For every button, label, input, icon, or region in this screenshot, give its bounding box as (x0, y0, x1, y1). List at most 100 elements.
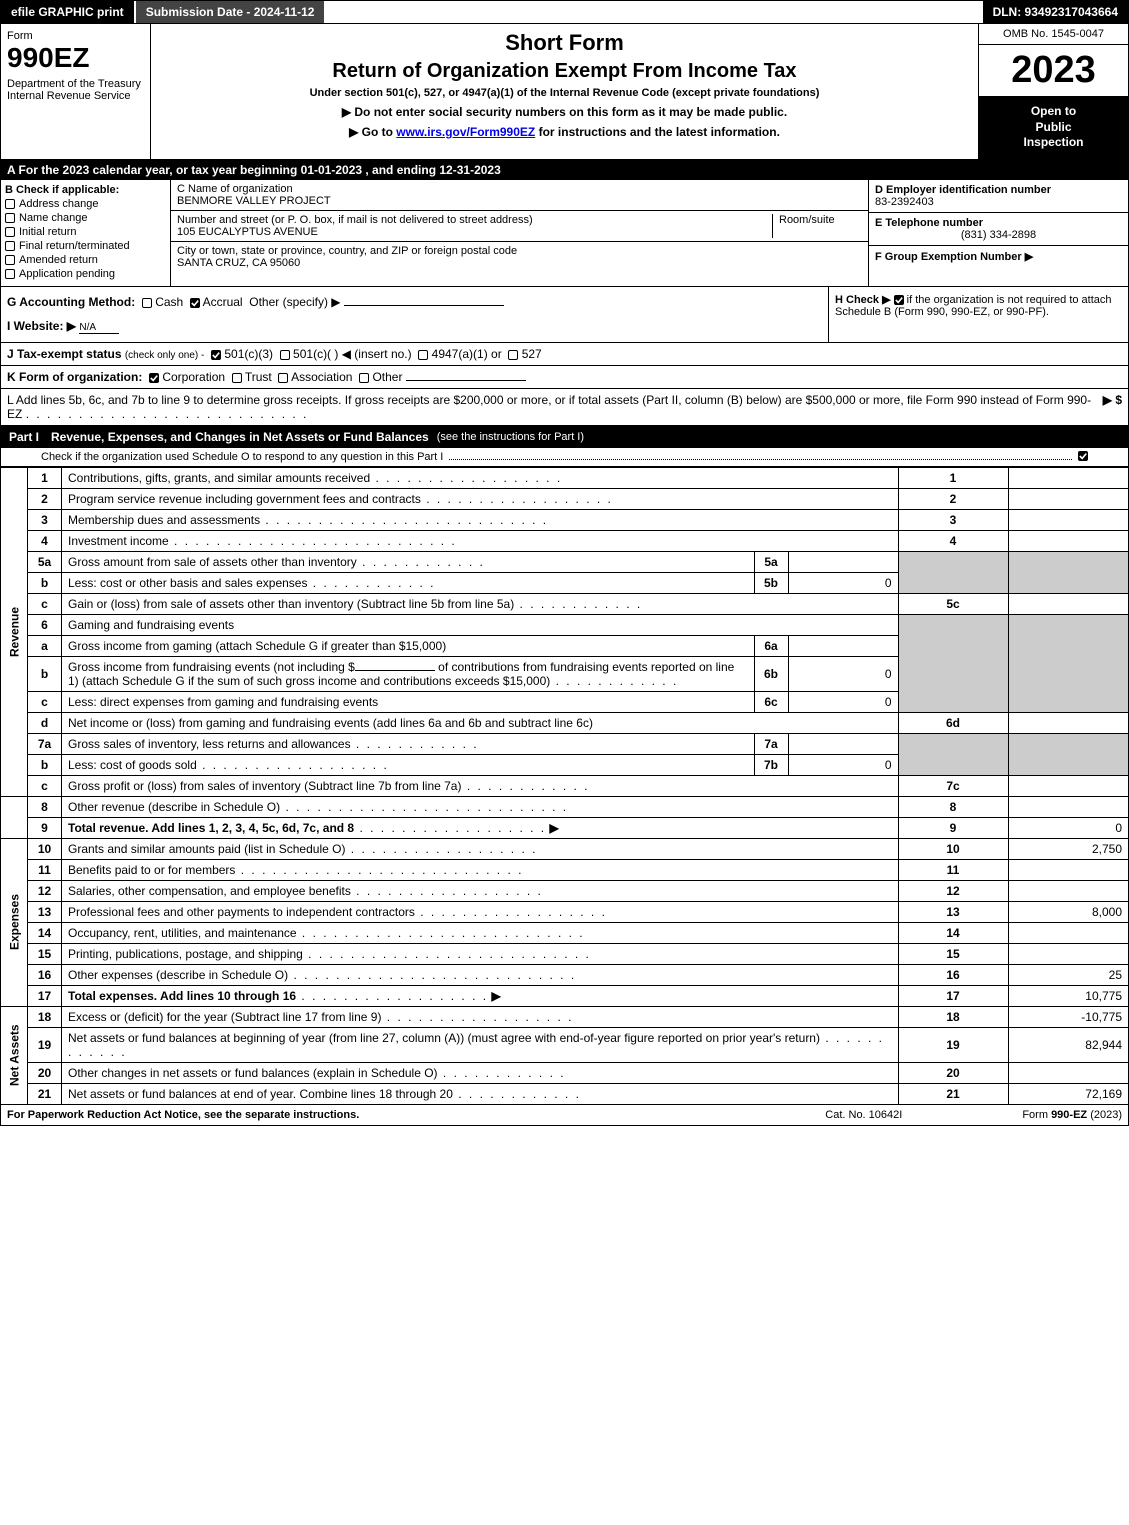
ln-16: 16 (28, 964, 62, 985)
omb-number: OMB No. 1545-0047 (979, 24, 1128, 45)
nn-7c: 7c (898, 775, 1008, 796)
goto-instruction: ▶ Go to www.irs.gov/Form990EZ for instru… (161, 125, 968, 139)
ln-6: 6 (28, 614, 62, 635)
d-11: Benefits paid to or for members (68, 863, 235, 877)
nn-2: 2 (898, 488, 1008, 509)
cb-cash[interactable] (142, 298, 152, 308)
k-o3: Association (291, 370, 352, 384)
telephone-value: (831) 334-2898 (875, 229, 1122, 241)
cb-application-pending[interactable] (5, 269, 15, 279)
d-6a: Gross income from gaming (attach Schedul… (68, 639, 446, 653)
sn-6a: 6a (754, 635, 788, 656)
goto-suffix: for instructions and the latest informat… (535, 125, 780, 139)
cb-4947[interactable] (418, 350, 428, 360)
section-c: C Name of organization BENMORE VALLEY PR… (171, 180, 868, 286)
open-to-public-box: Open to Public Inspection (979, 96, 1128, 159)
cb-trust[interactable] (232, 373, 242, 383)
d-7c: Gross profit or (loss) from sales of inv… (68, 779, 461, 793)
nn-12: 12 (898, 880, 1008, 901)
nn-3: 3 (898, 509, 1008, 530)
nn-4: 4 (898, 530, 1008, 551)
header-center: Short Form Return of Organization Exempt… (151, 24, 978, 159)
cb-501c[interactable] (280, 350, 290, 360)
d-15: Printing, publications, postage, and shi… (68, 947, 303, 961)
nn-11: 11 (898, 859, 1008, 880)
nn-16: 16 (898, 964, 1008, 985)
j-o1: 501(c)(3) (224, 347, 273, 361)
nn-18: 18 (898, 1006, 1008, 1027)
cb-address-change[interactable] (5, 199, 15, 209)
footer-right-prefix: Form (1022, 1109, 1051, 1121)
nn-6d: 6d (898, 712, 1008, 733)
v-3 (1008, 509, 1128, 530)
cb-name-change[interactable] (5, 213, 15, 223)
ln-5b: b (28, 572, 62, 593)
v-8 (1008, 796, 1128, 817)
ln-4: 4 (28, 530, 62, 551)
ln-20: 20 (28, 1062, 62, 1083)
side-expenses: Expenses (1, 838, 28, 1006)
g-accrual: Accrual (203, 295, 243, 309)
cb-initial-return[interactable] (5, 227, 15, 237)
cb-amended-return[interactable] (5, 255, 15, 265)
ln-13: 13 (28, 901, 62, 922)
sv-6a (788, 635, 898, 656)
cb-501c3[interactable] (211, 350, 221, 360)
cb-schedule-o[interactable] (1078, 451, 1088, 461)
cb-final-return[interactable] (5, 241, 15, 251)
ln-7b: b (28, 754, 62, 775)
d-9: Total revenue. Add lines 1, 2, 3, 4, 5c,… (68, 821, 354, 835)
sn-6c: 6c (754, 691, 788, 712)
cb-accrual[interactable] (190, 298, 200, 308)
side-revenue: Revenue (1, 467, 28, 796)
efile-print-label[interactable]: efile GRAPHIC print (1, 1, 134, 23)
cb-527[interactable] (508, 350, 518, 360)
k-o1: Corporation (162, 370, 225, 384)
k-label: K Form of organization: (7, 370, 142, 384)
d-19: Net assets or fund balances at beginning… (68, 1031, 820, 1045)
d-18: Excess or (deficit) for the year (Subtra… (68, 1010, 381, 1024)
l-arrow: ▶ $ (1103, 393, 1122, 421)
b-item-2: Initial return (19, 226, 76, 238)
irs-link[interactable]: www.irs.gov/Form990EZ (396, 125, 535, 139)
j-o2: 501(c)( ) ◀ (insert no.) (293, 347, 412, 361)
form-number: 990EZ (7, 42, 144, 74)
part-1-sub: (see the instructions for Part I) (437, 431, 584, 443)
open-line-1: Open to (983, 104, 1124, 120)
d-21: Net assets or fund balances at end of ye… (68, 1087, 453, 1101)
ln-2: 2 (28, 488, 62, 509)
nn-9: 9 (898, 817, 1008, 838)
k-other-input[interactable] (406, 380, 526, 381)
nn-13: 13 (898, 901, 1008, 922)
cb-other-org[interactable] (359, 373, 369, 383)
cb-schedule-b[interactable] (894, 295, 904, 305)
v-17: 10,775 (1008, 985, 1128, 1006)
ln-10: 10 (28, 838, 62, 859)
cb-corporation[interactable] (149, 373, 159, 383)
ln-6a: a (28, 635, 62, 656)
b-title: B Check if applicable: (5, 184, 166, 196)
cb-association[interactable] (278, 373, 288, 383)
row-g-h: G Accounting Method: Cash Accrual Other … (1, 287, 1128, 343)
section-h: H Check ▶ if the organization is not req… (828, 287, 1128, 342)
ln-21: 21 (28, 1083, 62, 1104)
ln-8: 8 (28, 796, 62, 817)
part-1-label: Part I (9, 430, 39, 444)
form-header: Form 990EZ Department of the Treasury In… (1, 24, 1128, 160)
shade-6v (1008, 614, 1128, 712)
g-other-input[interactable] (344, 305, 504, 306)
part-1-note: Check if the organization used Schedule … (1, 448, 1128, 467)
i-label: I Website: ▶ (7, 319, 76, 333)
open-line-2: Public (983, 120, 1124, 136)
l6b-blank[interactable] (355, 670, 435, 671)
d-8: Other revenue (describe in Schedule O) (68, 800, 280, 814)
info-grid: B Check if applicable: Address change Na… (1, 180, 1128, 287)
sn-7b: 7b (754, 754, 788, 775)
nn-1: 1 (898, 467, 1008, 488)
c-street-label: Number and street (or P. O. box, if mail… (177, 214, 533, 226)
nn-20: 20 (898, 1062, 1008, 1083)
ln-11: 11 (28, 859, 62, 880)
d-17: Total expenses. Add lines 10 through 16 (68, 989, 296, 1003)
b-item-4: Amended return (19, 254, 98, 266)
c-city-label: City or town, state or province, country… (177, 245, 517, 257)
